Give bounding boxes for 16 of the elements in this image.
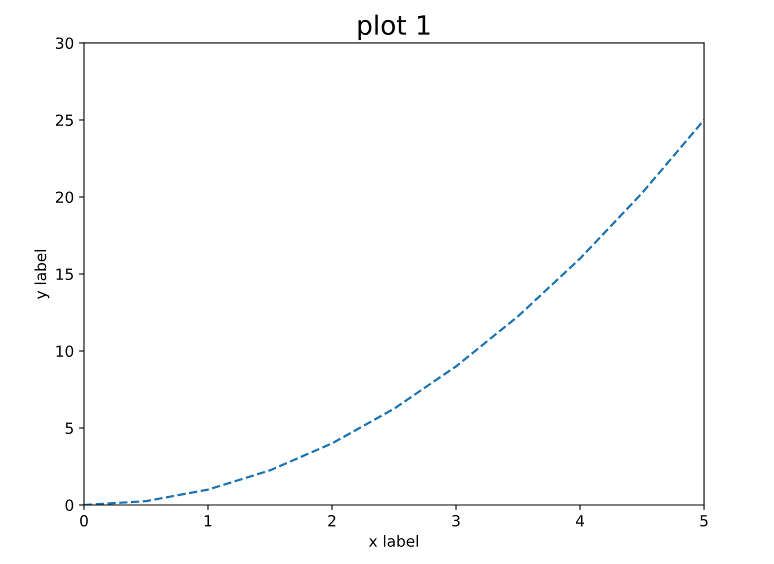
y-tick-label: 5 [66,422,73,434]
y-tick-label: 25 [56,114,73,126]
y-tick-label: 0 [66,499,74,512]
y-tick-label: 30 [56,37,74,49]
x-tick-label: 1 [204,515,212,526]
y-tick-label: 20 [56,191,74,204]
x-tick-label: 0 [80,515,88,527]
x-tick-label: 5 [700,515,708,527]
y-axis-title: y label [34,250,50,299]
y-tick-label: 15 [56,268,73,280]
x-tick-label: 3 [452,515,460,527]
x-axis-title: x label [369,535,418,547]
x-tick-label: 2 [328,515,336,526]
chart-title: plot 1 [358,14,430,40]
y-tick-label: 10 [56,345,74,358]
x-tick-label: 4 [576,515,584,526]
